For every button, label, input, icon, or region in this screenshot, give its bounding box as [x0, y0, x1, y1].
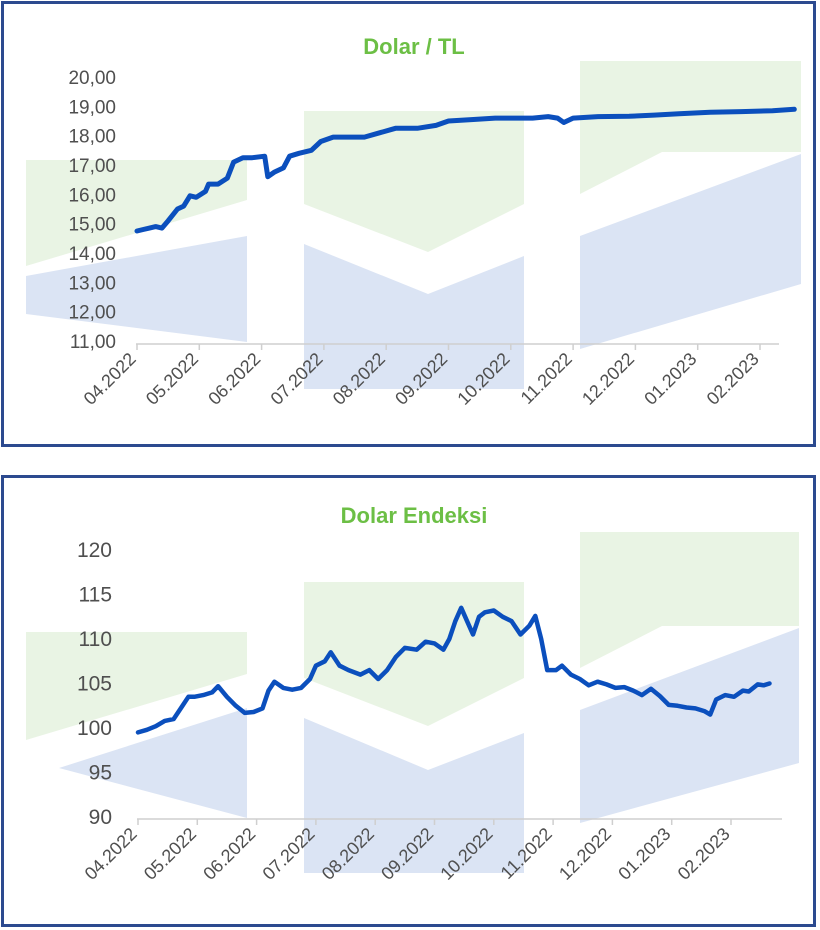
watermark-blue-middle — [304, 718, 524, 873]
x-tick-label: 06.2022 — [199, 824, 259, 884]
watermark-blue-middle — [304, 244, 524, 389]
watermark-blue-right — [580, 628, 799, 823]
y-tick-label: 120 — [77, 539, 112, 562]
y-tick-label: 100 — [77, 717, 112, 740]
watermark-green-middle — [304, 582, 524, 726]
y-axis-ticks: 120 115 110 105 100 95 90 — [77, 539, 112, 829]
x-tick-label: 12.2022 — [578, 349, 638, 409]
x-tick-label: 11.2022 — [517, 349, 576, 408]
x-tick-label: 05.2022 — [142, 349, 202, 409]
watermark-green-left — [26, 632, 247, 740]
chart-title: Dolar Endeksi — [341, 503, 488, 528]
y-tick-label: 12,00 — [68, 303, 116, 324]
x-tick-label: 01.2023 — [640, 349, 700, 409]
dollar-index-chart: Dolar Endeksi 120 115 110 105 100 95 90 04.202… — [26, 503, 799, 884]
x-tick-label: 04.2022 — [80, 349, 140, 409]
series-line — [135, 605, 772, 735]
y-tick-label: 105 — [77, 673, 112, 696]
watermark-green-left — [26, 160, 247, 266]
watermark-green-right — [580, 532, 799, 668]
chart-title: Dolar / TL — [363, 34, 464, 59]
y-tick-label: 17,00 — [68, 156, 116, 177]
y-tick-label: 16,00 — [68, 185, 116, 206]
y-tick-label: 20,00 — [68, 68, 116, 89]
y-tick-label: 13,00 — [68, 273, 116, 294]
y-tick-label: 110 — [79, 628, 112, 651]
y-tick-label: 15,00 — [68, 215, 116, 236]
x-tick-label: 02.2023 — [674, 824, 734, 884]
y-axis-ticks: 20,00 19,00 18,00 17,00 16,00 15,00 14,00 13,00… — [68, 68, 116, 353]
x-tick-label: 01.2023 — [614, 824, 674, 884]
watermark-blue-left — [26, 236, 247, 342]
usd-try-chart: Dolar / TL 20,00 19,00 18,00 17,00 16,00 15,0… — [26, 34, 801, 409]
watermark-blue-right — [580, 154, 801, 349]
usd-try-chart-panel: Dolar / TL 20,00 19,00 18,00 17,00 16,00 15,0… — [1, 1, 816, 447]
y-tick-label: 115 — [79, 584, 112, 607]
y-tick-label: 19,00 — [68, 97, 116, 118]
y-tick-label: 90 — [89, 806, 112, 829]
watermark-blue-left — [59, 708, 247, 818]
x-tick-label: 12.2022 — [555, 824, 615, 884]
x-tick-label: 02.2023 — [703, 349, 763, 409]
y-tick-label: 14,00 — [68, 244, 116, 265]
series-line — [134, 106, 797, 234]
y-tick-label: 95 — [89, 762, 112, 785]
y-tick-label: 11,00 — [70, 332, 116, 353]
watermark-logo — [26, 532, 799, 873]
x-tick-label: 06.2022 — [204, 349, 264, 409]
x-tick-label: 05.2022 — [140, 824, 200, 884]
x-tick-label: 04.2022 — [81, 824, 141, 884]
watermark-green-middle — [304, 111, 524, 252]
y-tick-label: 18,00 — [68, 127, 116, 148]
watermark-green-right — [580, 61, 801, 194]
watermark-logo — [26, 61, 801, 389]
dollar-index-chart-panel: Dolar Endeksi 120 115 110 105 100 95 90 04.202… — [1, 475, 816, 927]
